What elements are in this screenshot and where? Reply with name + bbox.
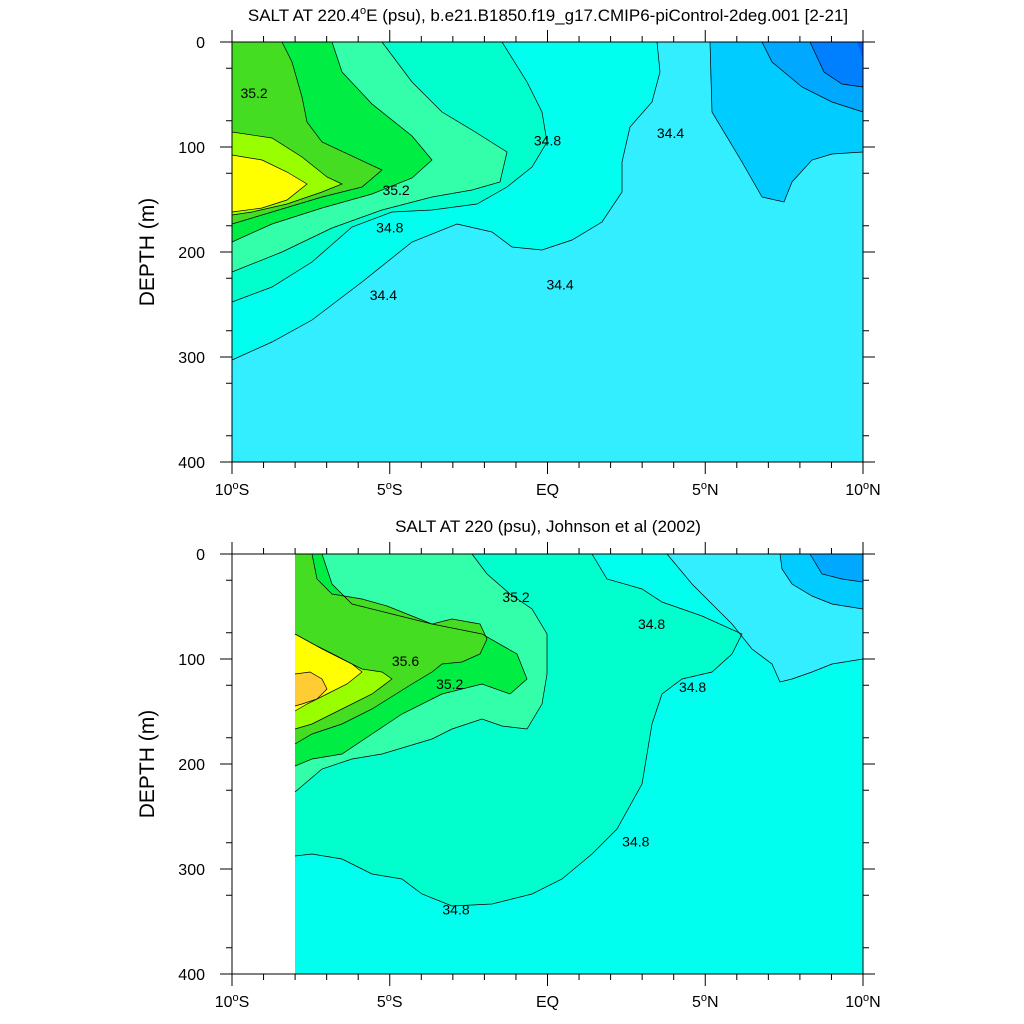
y-tick-label: 100 <box>178 652 205 669</box>
contour-label: 35.2 <box>502 589 529 605</box>
contour-line <box>294 633 363 712</box>
y-tick-label: 0 <box>196 35 205 52</box>
y-axis-label: DEPTH (m) <box>136 710 159 819</box>
contour-label: 34.4 <box>546 276 573 292</box>
panel-model: SALT AT 220.4oE (psu), b.e21.B1850.f19_g… <box>136 5 881 499</box>
contour-line <box>231 41 508 273</box>
contour-line <box>294 633 393 730</box>
contour-line <box>294 553 488 745</box>
x-tick-label: 10oN <box>845 992 880 1011</box>
contour-label: 34.8 <box>376 220 403 236</box>
contour-line <box>231 154 308 213</box>
contour-line <box>779 553 864 610</box>
contour-fills <box>232 42 863 462</box>
y-tick-label: 200 <box>178 245 205 262</box>
contour-band-nodata <box>232 554 295 974</box>
contour-line <box>809 553 864 583</box>
contour-lines <box>294 553 864 907</box>
contour-band-n-34.2 <box>810 554 863 582</box>
contour-line <box>231 41 383 225</box>
contour-label: 34.8 <box>679 679 706 695</box>
contour-line <box>709 41 864 203</box>
contour-line <box>666 553 864 683</box>
contour-line <box>294 553 528 767</box>
contour-label: 35.2 <box>240 85 267 101</box>
contour-band-n-33.8 <box>857 42 863 60</box>
contour-labels: 35.2 34.8 34.4 35.2 34.8 34.4 34.4 <box>240 85 684 303</box>
contour-line <box>231 41 433 243</box>
x-tick-label: EQ <box>536 994 559 1011</box>
contour-line <box>231 41 661 361</box>
contour-label: 35.2 <box>382 182 409 198</box>
contour-label: 34.4 <box>657 125 684 141</box>
x-tick-label: 5oN <box>692 480 719 499</box>
contour-label: 35.2 <box>436 676 463 692</box>
x-tick-label: 5oN <box>692 992 719 1011</box>
y-tick-label: 300 <box>178 350 205 367</box>
contour-line <box>809 41 864 88</box>
x-tick-label: 10oN <box>845 480 880 499</box>
y-tick-label: 100 <box>178 140 205 157</box>
y-tick-label: 400 <box>178 967 205 984</box>
y-tick-label: 200 <box>178 757 205 774</box>
contour-line <box>294 553 743 907</box>
x-tick-label: 10oS <box>215 992 250 1011</box>
y-tick-label: 300 <box>178 862 205 879</box>
chart-title: SALT AT 220.4oE (psu), b.e21.B1850.f19_g… <box>248 5 848 25</box>
panel-observations: SALT AT 220 (psu), Johnson et al (2002) … <box>136 517 881 1011</box>
contour-line <box>294 553 548 793</box>
x-tick-label: EQ <box>536 482 559 499</box>
contour-band-n-34.0 <box>810 42 863 87</box>
contour-label: 34.8 <box>638 616 665 632</box>
y-tick-label: 400 <box>178 455 205 472</box>
x-tick-label: 5oS <box>377 992 403 1011</box>
contour-label: 34.8 <box>534 133 561 149</box>
contour-band-s-36.0 <box>232 155 307 212</box>
contour-line <box>231 41 548 303</box>
contour-label: 35.6 <box>392 653 419 669</box>
contour-label: 34.4 <box>370 287 397 303</box>
chart-title: SALT AT 220 (psu), Johnson et al (2002) <box>395 517 701 536</box>
x-tick-label: 5oS <box>377 480 403 499</box>
contour-line <box>231 131 343 216</box>
contour-line <box>294 671 328 707</box>
contour-label: 34.8 <box>442 902 469 918</box>
contour-labels: 35.2 34.8 35.6 35.2 34.8 34.8 34.8 <box>392 589 707 918</box>
axis-ticks: 0 100 200 300 400 10oS 5oS EQ 5oN 10oN <box>178 30 881 499</box>
contour-band-s-36.2 <box>295 672 327 706</box>
contour-fills <box>232 554 863 974</box>
x-tick-label: 10oS <box>215 480 250 499</box>
y-axis-label: DEPTH (m) <box>136 198 159 307</box>
contour-line <box>761 41 864 113</box>
contour-lines <box>231 41 864 361</box>
y-tick-label: 0 <box>196 547 205 564</box>
axis-ticks: 0 100 200 300 400 10oS 5oS EQ 5oN 10oN <box>178 542 881 1011</box>
contour-label: 34.8 <box>622 834 649 850</box>
